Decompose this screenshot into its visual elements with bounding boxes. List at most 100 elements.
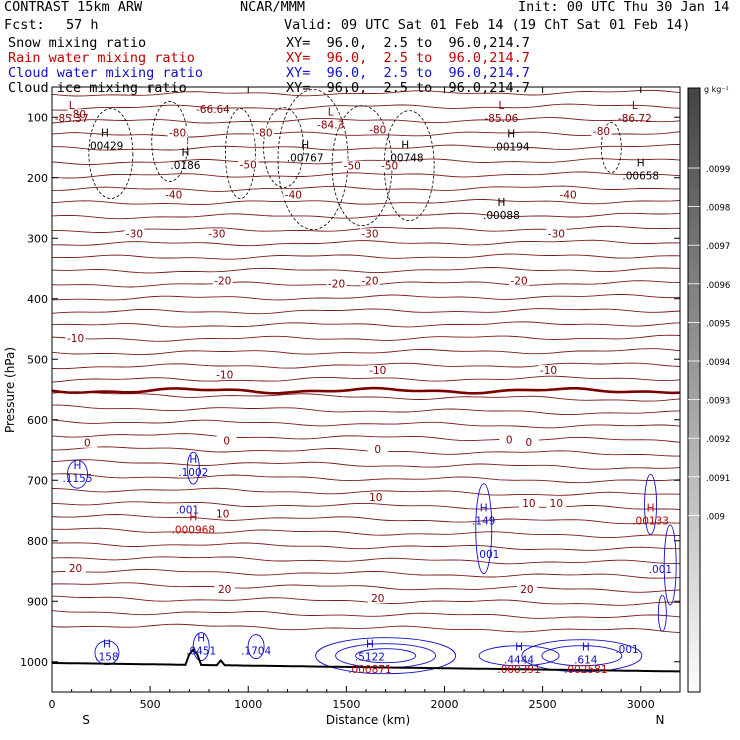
extremum-value: -85.37 <box>55 113 89 125</box>
temperature-label-bg <box>65 333 86 344</box>
field-cloudice-label: Cloud ice mixing ratio <box>8 80 187 96</box>
extremum-marker: H <box>515 642 523 654</box>
extremum-marker: H <box>189 512 197 524</box>
colorbar-cell <box>688 450 700 461</box>
temperature-contour <box>51 527 681 539</box>
temperature-label-bg <box>359 228 380 239</box>
temperature-contour <box>51 131 681 138</box>
temperature-contour <box>51 362 681 370</box>
temperature-label: 10 <box>550 498 563 510</box>
contour-layer <box>51 89 681 675</box>
extremum-value: .00194 <box>493 142 530 154</box>
colorbar-cell <box>688 671 700 683</box>
temperature-label-bg <box>214 584 235 595</box>
cloud-ice-contour <box>224 108 256 199</box>
colorbar-cell <box>688 460 700 472</box>
y-tick-label: 100 <box>27 111 48 124</box>
temperature-contour <box>51 568 681 579</box>
extremum-value: .158 <box>95 652 118 664</box>
cloud-ice-contour <box>151 101 189 182</box>
temperature-label: -20 <box>361 276 378 288</box>
colorbar-cell <box>688 168 700 180</box>
temperature-label: -80 <box>255 127 272 139</box>
colorbar-cell <box>688 510 700 522</box>
temperature-label: 20 <box>69 563 82 575</box>
colorbar-cell <box>688 259 700 270</box>
cloud-water-contour <box>355 648 417 664</box>
cloud-water-contour <box>478 645 560 667</box>
colorbar-cell <box>688 218 700 230</box>
temperature-contour <box>51 103 681 111</box>
field-rain-xy: XY= 96.0, 2.5 to 96.0,214.7 <box>286 50 530 66</box>
field-cloudwater-xy: XY= 96.0, 2.5 to 96.0,214.7 <box>286 65 530 81</box>
temperature-contour <box>51 595 681 606</box>
north-label: N <box>656 713 665 727</box>
colorbar-cell <box>688 88 700 99</box>
extremum-value: .5122 <box>355 652 385 664</box>
extremum-value: -86.72 <box>618 113 652 125</box>
colorbar-cell <box>688 581 700 592</box>
temperature-label-bg <box>359 275 380 286</box>
temperature-label-bg <box>367 443 388 454</box>
colorbar-label: .0093 <box>706 397 730 407</box>
temperature-label: -80 <box>169 127 186 139</box>
extremum-value: -85.06 <box>484 113 518 125</box>
temperature-label-bg <box>367 124 388 135</box>
temperature-contour <box>51 375 681 383</box>
south-label: S <box>82 713 90 727</box>
cloud-water-contour <box>657 594 667 632</box>
colorbar-label: .0091 <box>706 474 730 484</box>
field-cloudice-xy: XY= 96.0, 2.5 to 96.0,214.7 <box>286 80 530 96</box>
temperature-label-bg <box>283 189 304 200</box>
colorbar-cell <box>688 108 700 119</box>
colorbar-cell <box>688 541 700 552</box>
temperature-label: -30 <box>361 228 378 240</box>
temperature-contour <box>51 321 681 328</box>
extremum-value: .0451 <box>186 646 216 658</box>
colorbar-cell <box>688 299 700 310</box>
extremum-marker: H <box>637 158 645 170</box>
colorbar-frame <box>687 87 701 693</box>
temperature-contour <box>52 253 681 260</box>
temperature-contour <box>51 610 681 619</box>
colorbar-cell <box>688 309 700 321</box>
extremum-value: .149 <box>472 516 495 528</box>
temperature-label-bg <box>212 508 233 519</box>
colorbar-cell <box>688 520 700 532</box>
x-tick-label: 2500 <box>529 698 557 711</box>
temperature-label-bg <box>518 498 539 509</box>
extremum-value: .001 <box>476 549 499 561</box>
temperature-contour <box>51 623 681 634</box>
colorbar-cell <box>688 138 700 149</box>
temperature-label: 0 <box>223 435 230 447</box>
colorbar-cell <box>688 390 700 401</box>
temperature-label: 20 <box>218 584 231 596</box>
extremum-marker: H <box>189 454 197 466</box>
colorbar-cell <box>688 239 700 250</box>
temperature-contour <box>51 293 681 301</box>
temperature-label-bg <box>379 160 400 171</box>
cloud-ice-contour <box>383 110 435 222</box>
y-tick-label: 400 <box>27 293 48 306</box>
colorbar-cell <box>688 651 700 663</box>
temperature-label-bg <box>518 437 539 448</box>
temperature-label: 10 <box>216 509 229 521</box>
extremum-marker: H <box>197 633 205 645</box>
temperature-label-bg <box>367 365 388 376</box>
colorbar-cell <box>688 188 700 200</box>
temperature-label-bg <box>163 189 184 200</box>
cloud-water-contour <box>67 459 88 489</box>
temperature-contour <box>51 267 681 274</box>
x-tick-label: 0 <box>49 698 56 711</box>
temperature-label: -20 <box>214 276 231 288</box>
temperature-label-bg <box>365 492 386 503</box>
temperature-label-bg <box>499 434 520 445</box>
extremum-value: .001 <box>615 644 638 656</box>
temperature-label: -50 <box>381 161 398 173</box>
temperature-contour <box>51 212 681 220</box>
temperature-label: 20 <box>371 593 384 605</box>
colorbar-cell <box>688 480 700 492</box>
x-axis-label: Distance (km) <box>326 713 410 727</box>
colorbar-cell <box>688 369 700 381</box>
